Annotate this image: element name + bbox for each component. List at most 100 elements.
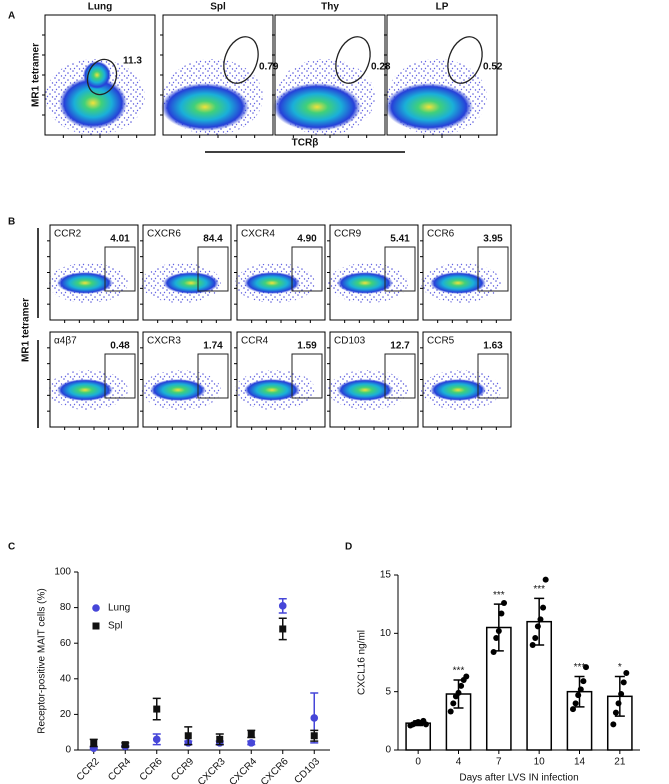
data-point <box>501 600 508 606</box>
marker-label: α4β7 <box>54 336 77 347</box>
gate-value: 3.95 <box>483 234 503 245</box>
data-point <box>490 649 497 655</box>
y-axis-label: MR1 tetramer <box>21 298 32 362</box>
data-point <box>580 678 587 685</box>
y-tick-label: 80 <box>60 602 72 613</box>
data-point <box>572 700 579 707</box>
y-tick-label: 0 <box>65 745 71 756</box>
gate <box>477 353 509 399</box>
x-tick-label: CCR6 <box>138 756 165 783</box>
y-tick-label: 0 <box>385 745 391 756</box>
point <box>310 732 318 740</box>
density <box>163 272 219 294</box>
error-bar <box>534 597 545 646</box>
point <box>247 730 255 738</box>
gate-value: 1.63 <box>483 341 503 352</box>
y-axis-label: MR1 tetramer <box>31 43 42 107</box>
density <box>430 272 486 294</box>
gate <box>197 246 229 292</box>
point <box>90 739 98 747</box>
density <box>83 61 111 89</box>
legend-marker <box>92 604 100 612</box>
data-point <box>529 642 536 648</box>
y-tick-label: 15 <box>380 570 392 581</box>
data-point <box>615 700 622 707</box>
x-tick-label: 0 <box>415 757 421 768</box>
gate-value: 0.79 <box>259 62 279 73</box>
significance: *** <box>493 590 505 601</box>
data-point <box>458 682 465 689</box>
panel-label: A <box>8 11 15 22</box>
marker-label: CXCR4 <box>241 229 275 240</box>
legend-label: Spl <box>108 621 122 632</box>
gate-value: 1.59 <box>297 341 317 352</box>
gate-value: 0.52 <box>483 62 503 73</box>
gate <box>104 246 136 292</box>
point <box>153 705 161 713</box>
x-tick-label: 14 <box>574 757 586 768</box>
marker-label: CCR6 <box>427 229 455 240</box>
density <box>244 379 300 401</box>
gate <box>384 246 416 292</box>
data-point <box>575 692 582 699</box>
point <box>247 739 256 747</box>
marker-label: CD103 <box>334 336 366 347</box>
gate <box>86 58 118 96</box>
y-axis-label: Receptor-positive MAIT cells (%) <box>37 588 48 733</box>
marker-label: CCR2 <box>54 229 82 240</box>
error-bar <box>413 720 424 727</box>
significance: *** <box>574 662 586 673</box>
point <box>310 714 319 722</box>
density <box>337 272 393 294</box>
data-point <box>493 635 500 641</box>
y-tick-label: 60 <box>60 638 72 649</box>
data-point <box>447 708 454 715</box>
data-point <box>570 706 576 713</box>
x-tick-label: CCR2 <box>75 756 102 783</box>
marker-label: CCR9 <box>334 229 362 240</box>
x-tick-label: 7 <box>496 757 502 768</box>
x-tick-label: 21 <box>614 757 626 768</box>
error-bar <box>453 679 464 709</box>
error-bar <box>614 675 625 717</box>
density <box>337 379 393 401</box>
density <box>150 379 206 401</box>
point <box>184 732 192 740</box>
y-tick-label: 100 <box>54 567 71 578</box>
legend-marker <box>92 622 100 630</box>
y-tick-label: 20 <box>60 709 72 720</box>
density <box>57 379 113 401</box>
gate <box>335 36 371 84</box>
data-point <box>463 673 470 680</box>
x-tick-label: CXCR6 <box>259 756 291 784</box>
significance: *** <box>453 666 465 677</box>
plot-title: LP <box>436 2 449 13</box>
data-point <box>610 721 617 728</box>
error-bar <box>493 603 504 652</box>
x-axis-label: TCRβ <box>292 138 319 149</box>
data-point <box>583 664 589 671</box>
gate-value: 4.01 <box>110 234 130 245</box>
gate-value: 11.3 <box>123 56 142 67</box>
gate <box>447 36 483 84</box>
point <box>216 735 224 743</box>
x-tick-label: CXCR3 <box>196 756 228 784</box>
y-axis-label: CXCL16 ng/ml <box>357 630 368 695</box>
gate <box>223 36 259 84</box>
gate <box>104 353 136 399</box>
marker-label: CCR5 <box>427 336 455 347</box>
density <box>244 272 300 294</box>
data-point <box>498 610 505 617</box>
significance: * <box>618 662 622 673</box>
data-point <box>623 670 630 676</box>
legend-label: Lung <box>108 603 130 614</box>
x-axis-label: Days after LVS IN infection <box>459 773 578 784</box>
panel-label: C <box>8 542 15 553</box>
x-tick-label: CCR4 <box>106 756 133 783</box>
gate-value: 5.41 <box>390 234 410 245</box>
x-tick-label: CXCR4 <box>227 756 259 784</box>
y-tick-label: 5 <box>385 686 391 697</box>
data-point <box>620 679 627 686</box>
gate-value: 84.4 <box>203 234 223 245</box>
data-point <box>542 576 549 583</box>
